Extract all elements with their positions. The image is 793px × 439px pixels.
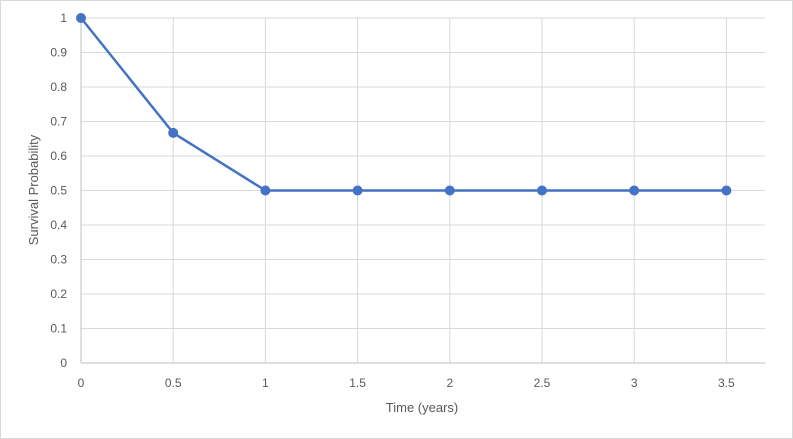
data-point (76, 13, 86, 23)
x-tick-label: 0.5 (165, 376, 182, 390)
y-tick-label: 1 (60, 11, 67, 25)
data-point (444, 185, 455, 196)
y-tick-label: 0.4 (50, 218, 67, 232)
data-point (629, 185, 640, 196)
y-axis-ticks: 0 0.1 0.2 0.3 0.4 0.5 0.6 0.7 0.8 0.9 1 (50, 11, 67, 370)
x-tick-label: 2.5 (534, 376, 551, 390)
y-tick-label: 0.5 (50, 184, 67, 198)
data-point (168, 127, 179, 138)
series-layer (76, 13, 732, 196)
data-point (352, 185, 363, 196)
y-tick-label: 0.3 (50, 253, 67, 267)
data-point (721, 185, 732, 196)
x-tick-label: 1.5 (349, 376, 366, 390)
x-tick-label: 3 (631, 376, 638, 390)
y-tick-label: 0 (60, 356, 67, 370)
x-axis-title: Time (years) (386, 400, 458, 415)
x-axis-ticks: 0 0.5 1 1.5 2 2.5 3 3.5 (78, 376, 735, 390)
y-tick-label: 0.9 (50, 46, 67, 60)
y-tick-label: 0.6 (50, 149, 67, 163)
series-line (79, 16, 728, 192)
y-axis-title: Survival Probability (26, 134, 41, 245)
data-point (260, 185, 271, 196)
x-tick-label: 3.5 (718, 376, 735, 390)
data-point (537, 185, 547, 196)
y-tick-label: 0.2 (50, 287, 67, 301)
gridlines (81, 17, 765, 363)
x-tick-label: 2 (446, 376, 453, 390)
x-tick-label: 0 (78, 376, 85, 390)
axes (80, 18, 765, 364)
y-tick-label: 0.7 (50, 115, 67, 129)
y-tick-label: 0.8 (50, 80, 67, 94)
x-tick-label: 1 (262, 376, 269, 390)
y-tick-label: 0.1 (50, 322, 67, 336)
